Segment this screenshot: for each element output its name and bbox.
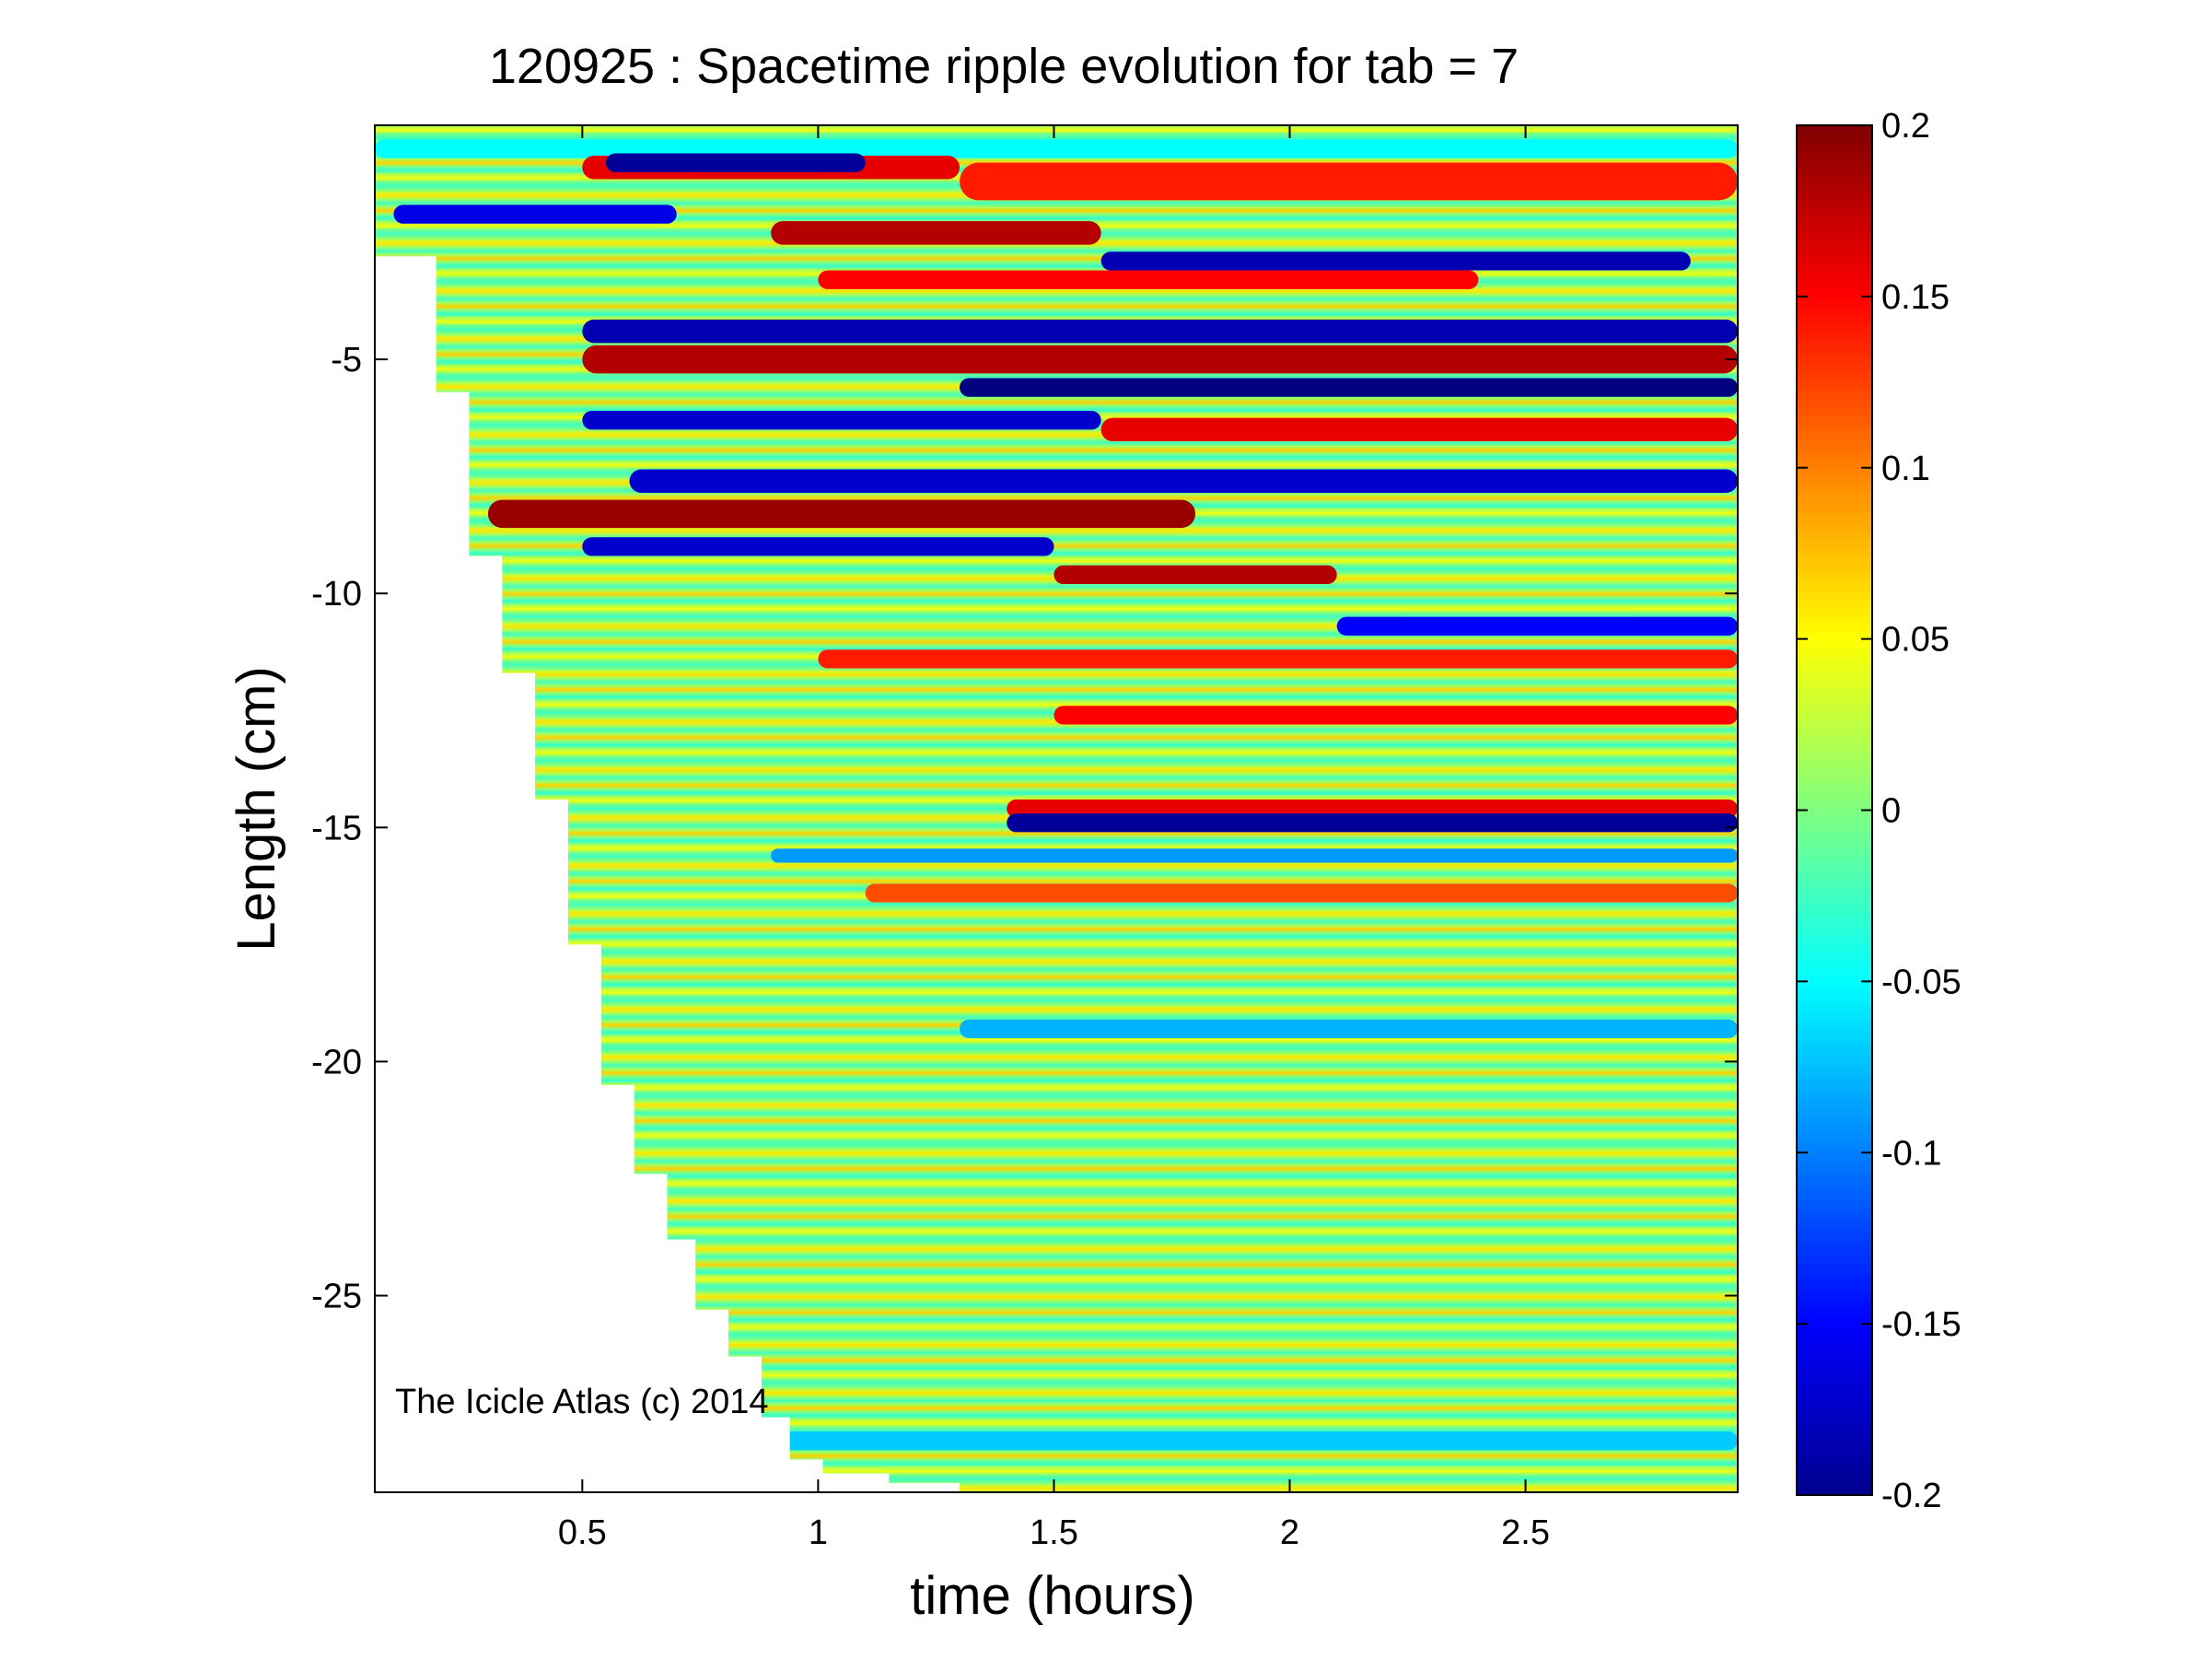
y-tick-label: -25 bbox=[311, 1278, 362, 1316]
heatmap-band bbox=[771, 221, 1101, 245]
heatmap-band bbox=[771, 848, 1738, 863]
watermark: The Icicle Atlas (c) 2014 bbox=[395, 1383, 769, 1421]
colorbar-tick-label: -0.05 bbox=[1881, 963, 1962, 1001]
heatmap-band bbox=[960, 378, 1738, 397]
heatmap-band bbox=[1007, 813, 1738, 833]
heatmap-band bbox=[960, 162, 1738, 201]
heatmap-band bbox=[582, 411, 1101, 430]
x-tick-label: 1 bbox=[809, 1513, 828, 1552]
heatmap-band bbox=[1100, 417, 1738, 442]
colorbar-tick-label: -0.15 bbox=[1881, 1305, 1962, 1344]
colorbar-tick-label: -0.2 bbox=[1881, 1477, 1941, 1515]
heatmap-band bbox=[960, 1019, 1738, 1039]
heatmap-band bbox=[1336, 616, 1738, 636]
y-tick-label: -15 bbox=[311, 809, 362, 847]
y-axis: -5 -10 -15 -20 -25 bbox=[311, 341, 1738, 1316]
plot-area bbox=[375, 125, 1738, 1492]
heatmap-band bbox=[629, 469, 1738, 493]
heatmap-band bbox=[818, 270, 1479, 289]
x-tick-label: 0.5 bbox=[558, 1513, 607, 1552]
no-data-region bbox=[375, 256, 960, 1492]
colorbar-gradient bbox=[1796, 124, 1873, 1496]
y-tick-label: -5 bbox=[331, 341, 362, 380]
colorbar-tick-label: 0.1 bbox=[1881, 450, 1930, 488]
colorbar-tick-label: 0 bbox=[1881, 792, 1901, 831]
heatmap-band bbox=[375, 139, 1738, 158]
colorbar-tick-label: -0.1 bbox=[1881, 1134, 1941, 1173]
x-axis-label: time (hours) bbox=[910, 1566, 1194, 1626]
heatmap-band bbox=[1054, 706, 1738, 725]
colorbar-tick-label: 0.2 bbox=[1881, 107, 1930, 146]
heatmap-band bbox=[487, 499, 1196, 529]
chart-title: 120925 : Spacetime ripple evolution for … bbox=[489, 39, 1519, 94]
heatmap-band bbox=[582, 345, 1738, 374]
x-tick-label: 2 bbox=[1280, 1513, 1299, 1552]
heatmap-band bbox=[1100, 251, 1691, 271]
heatmap-band bbox=[393, 204, 677, 224]
y-axis-label: Length (cm) bbox=[227, 666, 286, 951]
colorbar-tick-label: 0.05 bbox=[1881, 621, 1950, 660]
heatmap-band bbox=[582, 537, 1054, 556]
x-axis: 0.5 1 1.5 2 2.5 bbox=[558, 125, 1550, 1552]
heatmap-band bbox=[771, 1431, 1738, 1451]
plot-frame bbox=[374, 124, 1739, 1493]
x-tick-label: 1.5 bbox=[1030, 1513, 1078, 1552]
heatmap-band bbox=[865, 883, 1738, 903]
heatmap-band bbox=[1054, 565, 1337, 585]
x-tick-label: 2.5 bbox=[1501, 1513, 1550, 1552]
heatmap-band bbox=[605, 153, 866, 172]
heatmap-bands bbox=[375, 139, 1738, 1451]
heatmap-band bbox=[818, 649, 1738, 669]
colorbar: 0.2 0.15 0.1 0.05 0 -0.05 -0.1 -0.15 -0.2 bbox=[1796, 107, 1962, 1515]
y-tick-label: -10 bbox=[311, 575, 362, 613]
heatmap-band bbox=[582, 319, 1738, 344]
colorbar-ticks: 0.2 0.15 0.1 0.05 0 -0.05 -0.1 -0.15 -0.2 bbox=[1797, 107, 1962, 1515]
colorbar-tick-label: 0.15 bbox=[1881, 278, 1950, 317]
y-tick-label: -20 bbox=[311, 1043, 362, 1081]
